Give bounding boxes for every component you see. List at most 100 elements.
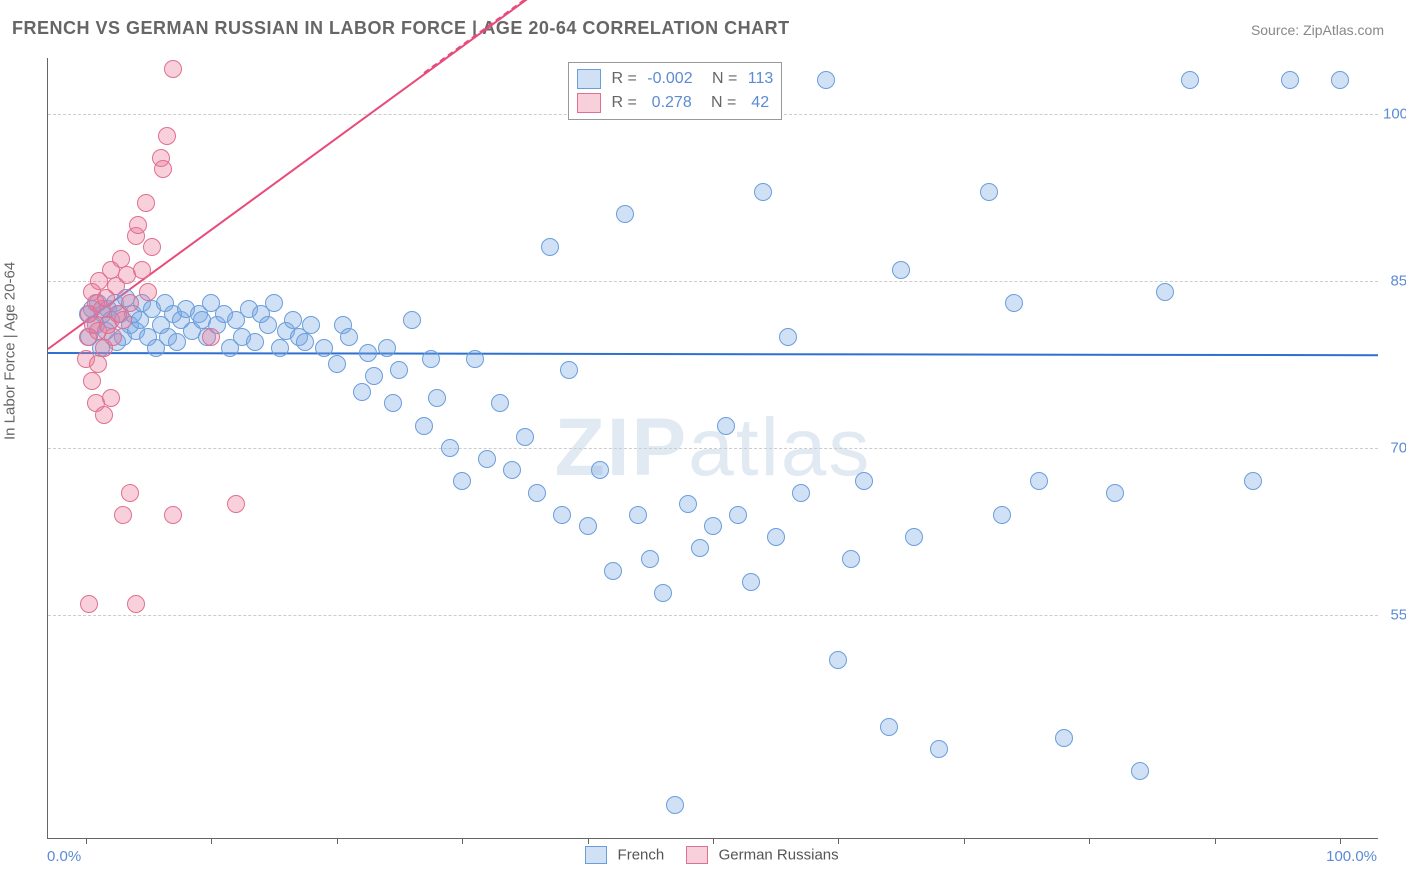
data-point <box>742 573 760 591</box>
data-point <box>993 506 1011 524</box>
legend-n-value: 113 <box>748 67 774 91</box>
data-point <box>892 261 910 279</box>
data-point <box>842 550 860 568</box>
data-point <box>503 461 521 479</box>
legend-n-label: N = <box>699 67 742 91</box>
data-point <box>591 461 609 479</box>
data-point <box>302 316 320 334</box>
data-point <box>704 517 722 535</box>
legend-n-label: N = <box>698 91 741 115</box>
data-point <box>365 367 383 385</box>
data-point <box>754 183 772 201</box>
data-point <box>422 350 440 368</box>
data-point <box>1030 472 1048 490</box>
y-tick-label: 70.0% <box>1383 440 1406 457</box>
x-tick <box>337 838 338 844</box>
data-point <box>767 528 785 546</box>
data-point <box>1106 484 1124 502</box>
data-point <box>127 595 145 613</box>
data-point <box>1156 283 1174 301</box>
legend-bottom: French German Russians <box>0 846 1406 864</box>
data-point <box>829 651 847 669</box>
y-tick-label: 85.0% <box>1383 272 1406 289</box>
legend-label-german-russians: German Russians <box>719 847 839 864</box>
data-point <box>390 361 408 379</box>
x-tick <box>838 838 839 844</box>
gridline <box>48 281 1378 282</box>
data-point <box>616 205 634 223</box>
data-point <box>259 316 277 334</box>
legend-swatch-french <box>585 846 607 864</box>
data-point <box>202 328 220 346</box>
data-point <box>1131 762 1149 780</box>
data-point <box>855 472 873 490</box>
data-point <box>121 294 139 312</box>
legend-r-value: 0.278 <box>647 91 691 115</box>
data-point <box>102 389 120 407</box>
data-point <box>114 311 132 329</box>
y-axis-title: In Labor Force | Age 20-64 <box>2 262 19 440</box>
data-point <box>717 417 735 435</box>
legend-swatch <box>577 69 601 89</box>
data-point <box>328 355 346 373</box>
data-point <box>296 333 314 351</box>
data-point <box>880 718 898 736</box>
data-point <box>129 216 147 234</box>
data-point <box>246 333 264 351</box>
data-point <box>114 506 132 524</box>
data-point <box>560 361 578 379</box>
data-point <box>80 595 98 613</box>
data-point <box>441 439 459 457</box>
data-point <box>265 294 283 312</box>
x-tick <box>1215 838 1216 844</box>
legend-r-label: R = <box>607 91 641 115</box>
data-point <box>227 495 245 513</box>
data-point <box>168 333 186 351</box>
data-point <box>666 796 684 814</box>
data-point <box>729 506 747 524</box>
gridline <box>48 615 1378 616</box>
data-point <box>164 506 182 524</box>
data-point <box>516 428 534 446</box>
data-point <box>415 417 433 435</box>
data-point <box>980 183 998 201</box>
x-tick <box>86 838 87 844</box>
x-tick <box>211 838 212 844</box>
data-point <box>553 506 571 524</box>
legend-swatch <box>577 93 601 113</box>
data-point <box>541 238 559 256</box>
legend-r-label: R = <box>607 67 641 91</box>
legend-n-value: 42 <box>747 91 769 115</box>
data-point <box>779 328 797 346</box>
data-point <box>384 394 402 412</box>
data-point <box>112 250 130 268</box>
data-point <box>528 484 546 502</box>
trend-line <box>48 352 1378 356</box>
data-point <box>154 160 172 178</box>
data-point <box>1281 71 1299 89</box>
legend-swatch-german-russians <box>686 846 708 864</box>
data-point <box>1181 71 1199 89</box>
data-point <box>359 344 377 362</box>
data-point <box>137 194 155 212</box>
x-tick <box>1340 838 1341 844</box>
data-point <box>1244 472 1262 490</box>
data-point <box>629 506 647 524</box>
data-point <box>133 261 151 279</box>
data-point <box>792 484 810 502</box>
legend-r-value: -0.002 <box>647 67 692 91</box>
data-point <box>654 584 672 602</box>
data-point <box>1005 294 1023 312</box>
data-point <box>104 328 122 346</box>
data-point <box>491 394 509 412</box>
data-point <box>378 339 396 357</box>
data-point <box>453 472 471 490</box>
data-point <box>315 339 333 357</box>
data-point <box>121 484 139 502</box>
x-tick <box>588 838 589 844</box>
data-point <box>428 389 446 407</box>
chart-source: Source: ZipAtlas.com <box>1251 22 1384 38</box>
data-point <box>284 311 302 329</box>
chart-title: FRENCH VS GERMAN RUSSIAN IN LABOR FORCE … <box>12 18 790 39</box>
y-tick-label: 55.0% <box>1383 607 1406 624</box>
